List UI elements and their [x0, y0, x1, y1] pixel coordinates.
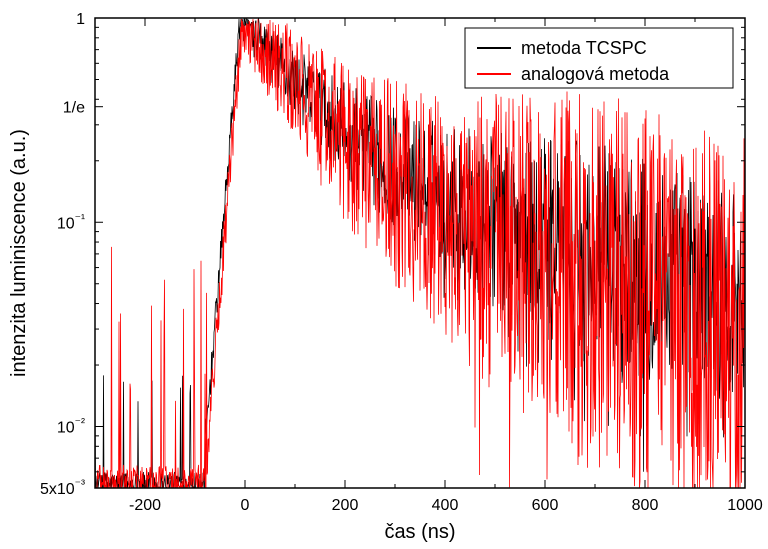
- legend-label: metoda TCSPC: [521, 38, 647, 58]
- decay-chart: -200 0 200 400 600 800 1000 5x10⁻³ 10⁻² 10⁻¹ 1/e 1 č…: [0, 0, 768, 549]
- y-tick-label: 10⁻²: [57, 416, 85, 437]
- x-tick-label: 200: [332, 497, 359, 514]
- x-tick-label: 600: [532, 497, 559, 514]
- y-tick-label: 1: [76, 11, 85, 28]
- y-tick-label: 1/e: [63, 100, 85, 117]
- y-tick-label: 5x10⁻³: [40, 477, 85, 498]
- y-axis-label: intenzita luminiscence (a.u.): [8, 129, 30, 377]
- x-tick-label: 400: [432, 497, 459, 514]
- x-tick-label: -200: [129, 497, 161, 514]
- legend: metoda TCSPC analogová metoda: [465, 28, 733, 88]
- x-tick-label: 1000: [727, 497, 763, 514]
- x-axis-label: čas (ns): [384, 521, 455, 543]
- series-analogová-metoda: [95, 19, 745, 488]
- x-tick-label: 0: [241, 497, 250, 514]
- x-tick-label: 800: [632, 497, 659, 514]
- legend-label: analogová metoda: [521, 64, 670, 84]
- chart-container: -200 0 200 400 600 800 1000 5x10⁻³ 10⁻² 10⁻¹ 1/e 1 č…: [0, 0, 768, 549]
- y-tick-label: 10⁻¹: [57, 211, 85, 232]
